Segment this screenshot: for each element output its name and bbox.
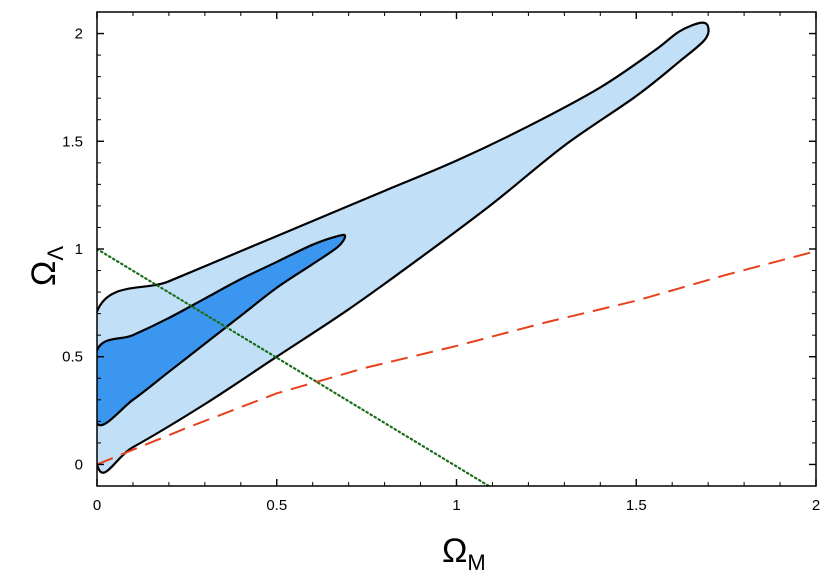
contour-outer — [97, 21, 710, 474]
x-tick-label: 1 — [452, 497, 460, 514]
plot-frame — [96, 11, 817, 487]
y-tick-label: 0 — [75, 456, 83, 473]
x-tick-label: 0.5 — [266, 497, 287, 514]
axis-ticks: 0 0.5 1 1.5 2 0 0.5 1 1.5 2 — [62, 12, 820, 514]
x-tick-label: 0 — [93, 497, 101, 514]
y-tick-label: 0.5 — [62, 349, 83, 366]
reference-lines — [97, 247, 816, 486]
x-tick-label: 1.5 — [626, 497, 647, 514]
y-axis-title: ΩΛ — [25, 246, 68, 286]
y-tick-label: 1 — [75, 241, 83, 258]
x-axis-subscript: M — [467, 550, 485, 575]
x-axis-title: ΩM — [442, 532, 486, 575]
contour-inner — [97, 233, 347, 427]
y-axis-subscript: Λ — [43, 246, 68, 261]
y-axis-symbol: Ω — [25, 261, 63, 286]
line-dashed — [97, 250, 816, 466]
y-tick-label: 2 — [75, 26, 83, 43]
line-dotted — [97, 247, 490, 486]
x-axis-symbol: Ω — [442, 532, 467, 570]
confidence-contours — [97, 21, 710, 474]
y-tick-label: 1.5 — [62, 133, 83, 150]
x-tick-label: 2 — [812, 497, 820, 514]
